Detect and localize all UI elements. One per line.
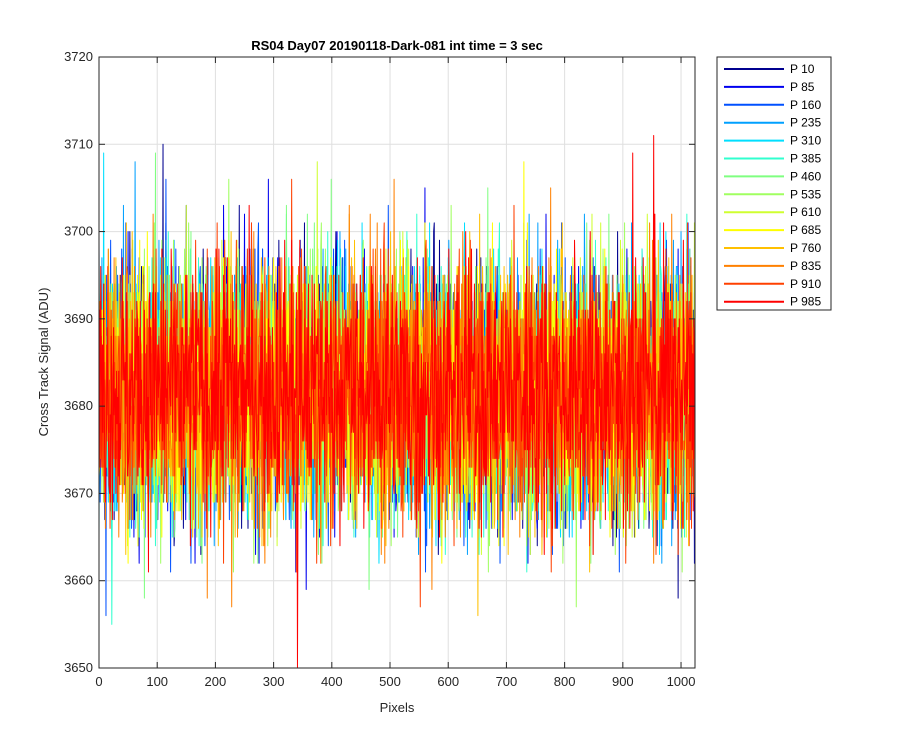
y-tick-label: 3660 <box>64 573 93 588</box>
axes-box <box>98 56 696 669</box>
y-tick-label: 3650 <box>64 660 93 675</box>
legend-label: P 685 <box>790 223 821 237</box>
x-tick-labels: 0 100 200 300 400 500 600 700 800 900 1000 <box>95 674 695 689</box>
x-tick-label: 300 <box>263 674 285 689</box>
x-tick-label: 400 <box>321 674 343 689</box>
plot-area: 0 100 200 300 400 500 600 700 800 900 1000 3650 366… <box>64 49 696 689</box>
x-tick-label: 800 <box>554 674 576 689</box>
legend-label: P 10 <box>790 62 815 76</box>
legend-label: P 235 <box>790 116 821 130</box>
series-line <box>99 178 695 608</box>
y-tick-label: 3700 <box>64 224 93 239</box>
x-tick-label: 700 <box>496 674 518 689</box>
legend: P 10 P 85 P 160 P 235 P 310 P 385 P 460 P 535 P … <box>716 56 832 311</box>
legend-label: P 160 <box>790 98 821 112</box>
legend-label: P 835 <box>790 259 821 273</box>
y-axis-label: Cross Track Signal (ADU) <box>36 288 51 437</box>
tick-marks <box>98 56 695 669</box>
series-lines <box>99 135 695 668</box>
x-tick-label: 900 <box>612 674 634 689</box>
legend-label: P 985 <box>790 295 821 309</box>
chart-title: RS04 Day07 20190118-Dark-081 int time = … <box>251 38 543 53</box>
legend-label: P 385 <box>790 152 821 166</box>
y-tick-label: 3710 <box>64 136 93 151</box>
legend-label: P 760 <box>790 241 821 255</box>
x-tick-label: 500 <box>379 674 401 689</box>
legend-label: P 535 <box>790 187 821 201</box>
legend-label: P 460 <box>790 169 821 183</box>
x-tick-label: 200 <box>205 674 227 689</box>
y-tick-labels: 3650 3660 3670 3680 3690 3700 3710 3720 <box>64 49 93 675</box>
series-line <box>99 135 695 668</box>
y-tick-label: 3680 <box>64 398 93 413</box>
y-tick-label: 3670 <box>64 485 93 500</box>
legend-label: P 910 <box>790 277 821 291</box>
legend-label: P 85 <box>790 80 815 94</box>
x-tick-label: 600 <box>437 674 459 689</box>
x-tick-label: 1000 <box>667 674 696 689</box>
x-tick-label: 0 <box>95 674 102 689</box>
legend-label: P 310 <box>790 134 821 148</box>
legend-label: P 610 <box>790 205 821 219</box>
y-tick-label: 3690 <box>64 311 93 326</box>
x-tick-label: 100 <box>146 674 168 689</box>
legend-box <box>716 56 832 311</box>
y-tick-label: 3720 <box>64 49 93 64</box>
x-axis-label: Pixels <box>380 700 415 715</box>
